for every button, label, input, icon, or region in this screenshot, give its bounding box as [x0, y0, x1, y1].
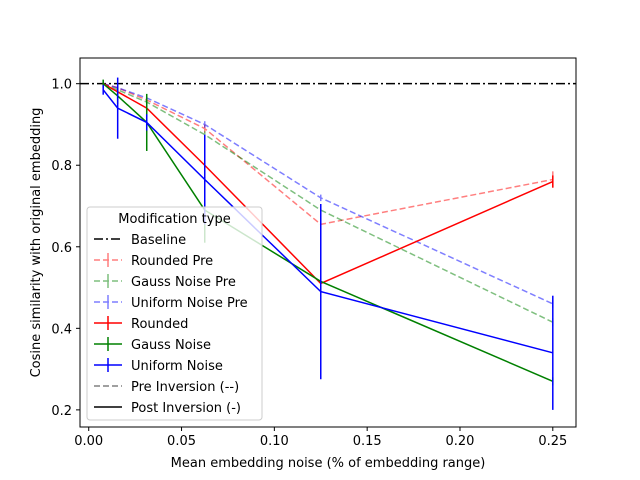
legend-label: Pre Inversion (--) — [131, 380, 239, 395]
legend-label: Gauss Noise Pre — [131, 275, 236, 290]
y-tick-label: 0.6 — [51, 241, 72, 256]
plot-frame — [79, 57, 577, 428]
y-axis: 0.2 0.4 0.6 0.8 1.0 — [51, 78, 80, 419]
legend-label: Uniform Noise — [131, 359, 223, 374]
legend: Modification type Baseline Rounded Pre Gau… — [86, 206, 263, 421]
legend-entry-uniform-noise-pre — [94, 295, 122, 309]
x-tick-label: 0.05 — [167, 434, 196, 449]
legend-title: Modification type — [118, 212, 230, 227]
legend-label: Uniform Noise Pre — [131, 296, 248, 311]
legend-entries: Baseline Rounded Pre Gauss Noise Pre Unifor… — [94, 233, 248, 416]
legend-label: Rounded Pre — [131, 254, 213, 269]
x-axis: 0.00 0.05 0.10 0.15 0.20 0.25 — [74, 427, 567, 449]
legend-label: Rounded — [131, 317, 188, 332]
legend-entry-rounded — [94, 316, 122, 330]
y-axis-label: Cosine similarity with original embeddin… — [29, 108, 44, 378]
legend-label: Post Inversion (-) — [131, 401, 241, 416]
series-line-uniform-noise-pre — [102, 82, 554, 305]
x-axis-label: Mean embedding noise (% of embedding ran… — [171, 456, 486, 471]
x-tick-label: 0.25 — [538, 434, 567, 449]
y-tick-label: 0.8 — [51, 159, 72, 174]
x-tick-label: 0.15 — [353, 434, 382, 449]
x-tick-label: 0.20 — [446, 434, 475, 449]
series-line-uniform-noise — [102, 89, 553, 354]
series-line-gauss-noise — [102, 83, 554, 383]
legend-label: Gauss Noise — [131, 338, 211, 353]
legend-entry-rounded-pre — [94, 253, 122, 267]
legend-entry-uniform-noise — [94, 358, 122, 372]
y-tick-label: 0.2 — [51, 404, 72, 419]
x-tick-label: 0.10 — [260, 434, 289, 449]
series-line-gauss-noise-pre — [102, 82, 554, 323]
series-uniform-noise — [102, 77, 554, 410]
legend-entry-gauss-noise-pre — [94, 274, 122, 288]
y-tick-label: 0.4 — [51, 322, 72, 337]
legend-label: Baseline — [131, 233, 186, 248]
x-tick-label: 0.00 — [74, 434, 103, 449]
legend-box — [86, 206, 263, 421]
legend-entry-gauss-noise — [94, 337, 122, 351]
y-tick-label: 1.0 — [51, 78, 72, 93]
series-line-rounded — [102, 83, 554, 285]
